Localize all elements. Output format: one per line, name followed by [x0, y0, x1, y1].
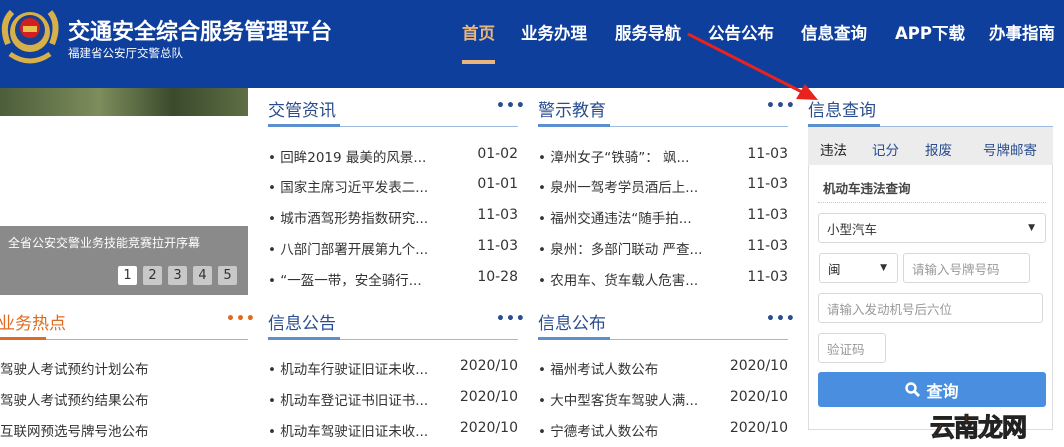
- warning-divider: [538, 124, 788, 127]
- tab-pointer: [828, 159, 840, 171]
- police-emblem-logo: [1, 9, 59, 64]
- nav-guide[interactable]: 办事指南: [989, 24, 1055, 43]
- news-item-date: 01-01: [477, 176, 518, 192]
- publish-item-date: 2020/10: [729, 358, 788, 374]
- tab-points[interactable]: 记分: [872, 143, 899, 159]
- publish-divider: [538, 337, 788, 340]
- publish-item-date: 2020/10: [729, 420, 788, 436]
- banner-page-5[interactable]: 5: [218, 266, 237, 285]
- site-title: 交通安全综合服务管理平台: [68, 20, 333, 45]
- notice-item[interactable]: • 机动车行驶证旧证未收...: [268, 362, 429, 378]
- hot-title: 业务热点: [0, 314, 66, 334]
- news-more-button[interactable]: •••: [496, 98, 526, 114]
- nav-service-guide[interactable]: 服务导航: [615, 24, 681, 43]
- hot-item[interactable]: 驾驶人考试预约计划公布: [0, 362, 149, 378]
- banner-caption[interactable]: 全省公安交警业务技能竞赛拉开序幕: [0, 226, 248, 260]
- dropdown-arrow-icon: ▼: [1028, 223, 1035, 233]
- notice-divider: [268, 337, 518, 340]
- news-divider: [268, 124, 518, 127]
- warning-item[interactable]: • 泉州一驾考学员酒后上...: [538, 180, 699, 196]
- notice-item-date: 2020/10: [459, 358, 518, 374]
- search-icon: [905, 382, 921, 397]
- province-value: 闽: [828, 261, 841, 277]
- warning-item[interactable]: • 福州交通违法“随手拍...: [538, 211, 692, 227]
- notice-item-date: 2020/10: [459, 420, 518, 436]
- banner-page-1[interactable]: 1: [118, 266, 137, 285]
- header: [0, 0, 1064, 88]
- publish-item[interactable]: • 大中型客货车驾驶人满...: [538, 393, 699, 409]
- warning-item-date: 11-03: [747, 207, 788, 223]
- plate-number-input[interactable]: 请输入号牌号码: [903, 253, 1030, 283]
- banner-page-3[interactable]: 3: [168, 266, 187, 285]
- hot-more-button[interactable]: •••: [226, 311, 256, 327]
- banner-scenery: [0, 88, 248, 116]
- news-item-date: 01-02: [477, 146, 518, 162]
- hot-item[interactable]: 驾驶人考试预约结果公布: [0, 393, 149, 409]
- warning-title: 警示教育: [538, 101, 606, 121]
- captcha-input[interactable]: 验证码: [818, 333, 886, 363]
- engine-number-input[interactable]: 请输入发动机号后六位: [818, 293, 1043, 323]
- warning-item[interactable]: • 漳州女子“铁骑”： 飒...: [538, 150, 690, 166]
- news-item[interactable]: • “一盔一带，安全骑行...: [268, 273, 422, 289]
- publish-item-date: 2020/10: [729, 389, 788, 405]
- nav-info-query[interactable]: 信息查询: [801, 24, 867, 43]
- query-subtitle: 机动车违法查询: [823, 181, 911, 196]
- publish-more-button[interactable]: •••: [766, 311, 796, 327]
- warning-item[interactable]: • 泉州：多部门联动 严查...: [538, 242, 703, 258]
- hot-divider: [0, 337, 248, 340]
- news-title: 交管资讯: [268, 101, 336, 121]
- news-item[interactable]: • 回眸2019 最美的风景...: [268, 150, 427, 166]
- notice-item[interactable]: • 机动车驾驶证旧证未收...: [268, 424, 429, 440]
- hot-item[interactable]: 互联网预选号牌号池公布: [0, 424, 149, 440]
- query-title: 信息查询: [808, 101, 876, 121]
- notice-title: 信息公告: [268, 314, 336, 334]
- watermark-logo: 云南龙网: [929, 413, 1027, 443]
- nav-announcements[interactable]: 公告公布: [708, 24, 774, 43]
- tab-violation[interactable]: 违法: [820, 143, 847, 159]
- warning-item-date: 11-03: [747, 176, 788, 192]
- warning-more-button[interactable]: •••: [766, 98, 796, 114]
- notice-item-date: 2020/10: [459, 389, 518, 405]
- notice-more-button[interactable]: •••: [496, 311, 526, 327]
- warning-item-date: 11-03: [747, 238, 788, 254]
- subtitle-divider: [818, 202, 1046, 203]
- banner-page-4[interactable]: 4: [193, 266, 212, 285]
- province-select[interactable]: 闽 ▼: [819, 253, 898, 283]
- news-item-date: 11-03: [477, 207, 518, 223]
- news-item[interactable]: • 城市酒驾形势指数研究...: [268, 211, 429, 227]
- news-item[interactable]: • 国家主席习近平发表二...: [268, 180, 429, 196]
- publish-item[interactable]: • 宁德考试人数公布: [538, 424, 659, 440]
- news-item-date: 10-28: [477, 269, 518, 285]
- vehicle-type-value: 小型汽车: [827, 221, 878, 237]
- warning-item[interactable]: • 农用车、货车载人危害...: [538, 273, 699, 289]
- query-panel: [808, 127, 1053, 430]
- news-item-date: 11-03: [477, 238, 518, 254]
- warning-item-date: 11-03: [747, 146, 788, 162]
- nav-app-download[interactable]: APP下载: [895, 24, 965, 43]
- banner-page-2[interactable]: 2: [143, 266, 162, 285]
- nav-active-indicator: [462, 60, 495, 64]
- tab-scrap[interactable]: 报废: [925, 143, 952, 159]
- vehicle-type-select[interactable]: 小型汽车 ▼: [818, 213, 1046, 243]
- query-submit-button[interactable]: 查询: [818, 372, 1046, 407]
- tab-plate-mail[interactable]: 号牌邮寄: [983, 143, 1037, 159]
- publish-title: 信息公布: [538, 314, 606, 334]
- notice-item[interactable]: • 机动车登记证书旧证书...: [268, 393, 429, 409]
- news-item[interactable]: • 八部门部署开展第九个...: [268, 242, 429, 258]
- query-tabs: [808, 127, 1053, 165]
- query-divider: [808, 124, 1053, 127]
- nav-home[interactable]: 首页: [462, 24, 495, 43]
- nav-business[interactable]: 业务办理: [521, 24, 587, 43]
- site-subtitle: 福建省公安厅交警总队: [68, 46, 183, 60]
- warning-item-date: 11-03: [747, 269, 788, 285]
- query-submit-label: 查询: [926, 381, 959, 401]
- publish-item[interactable]: • 福州考试人数公布: [538, 362, 659, 378]
- dropdown-arrow-icon: ▼: [880, 263, 887, 273]
